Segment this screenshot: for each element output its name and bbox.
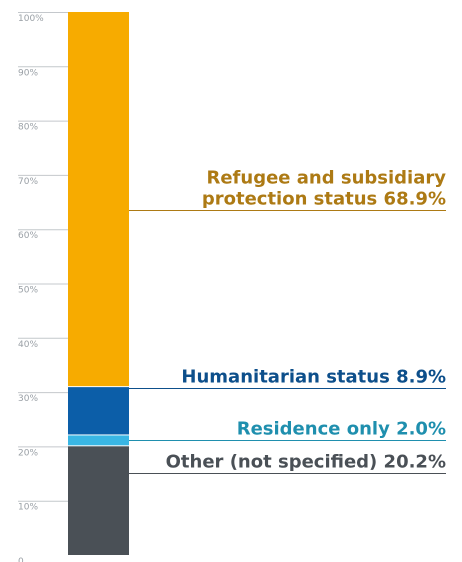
y-tick-label-60: 60% (18, 231, 38, 241)
y-tick-label-20: 20% (18, 448, 38, 458)
segment-label-refugee-line-2: protection status 68.9% (202, 189, 446, 210)
y-tick-label-70: 70% (18, 177, 38, 187)
y-tick-label-80: 80% (18, 123, 38, 133)
segment-label-residence-line-1: Residence only 2.0% (237, 419, 446, 440)
y-tick-label-90: 90% (18, 68, 38, 78)
segment-label-other-line-1: Other (not specified) 20.2% (166, 452, 446, 473)
segment-label-refugee-line-1: Refugee and subsidiary (206, 168, 446, 189)
y-tick-label-50: 50% (18, 286, 38, 296)
bar-segment-refugee (68, 12, 129, 387)
y-tick-label-10: 10% (18, 503, 38, 513)
y-tick-label-30: 30% (18, 394, 38, 404)
bar-segment-residence (68, 435, 129, 446)
y-tick-label-0: 0 (18, 557, 24, 562)
segment-label-humanitarian-line-1: Humanitarian status 8.9% (181, 367, 446, 388)
bar-segment-other (68, 446, 129, 555)
y-tick-label-40: 40% (18, 340, 38, 350)
y-tick-label-100: 100% (18, 14, 44, 24)
bar-segment-humanitarian (68, 387, 129, 435)
